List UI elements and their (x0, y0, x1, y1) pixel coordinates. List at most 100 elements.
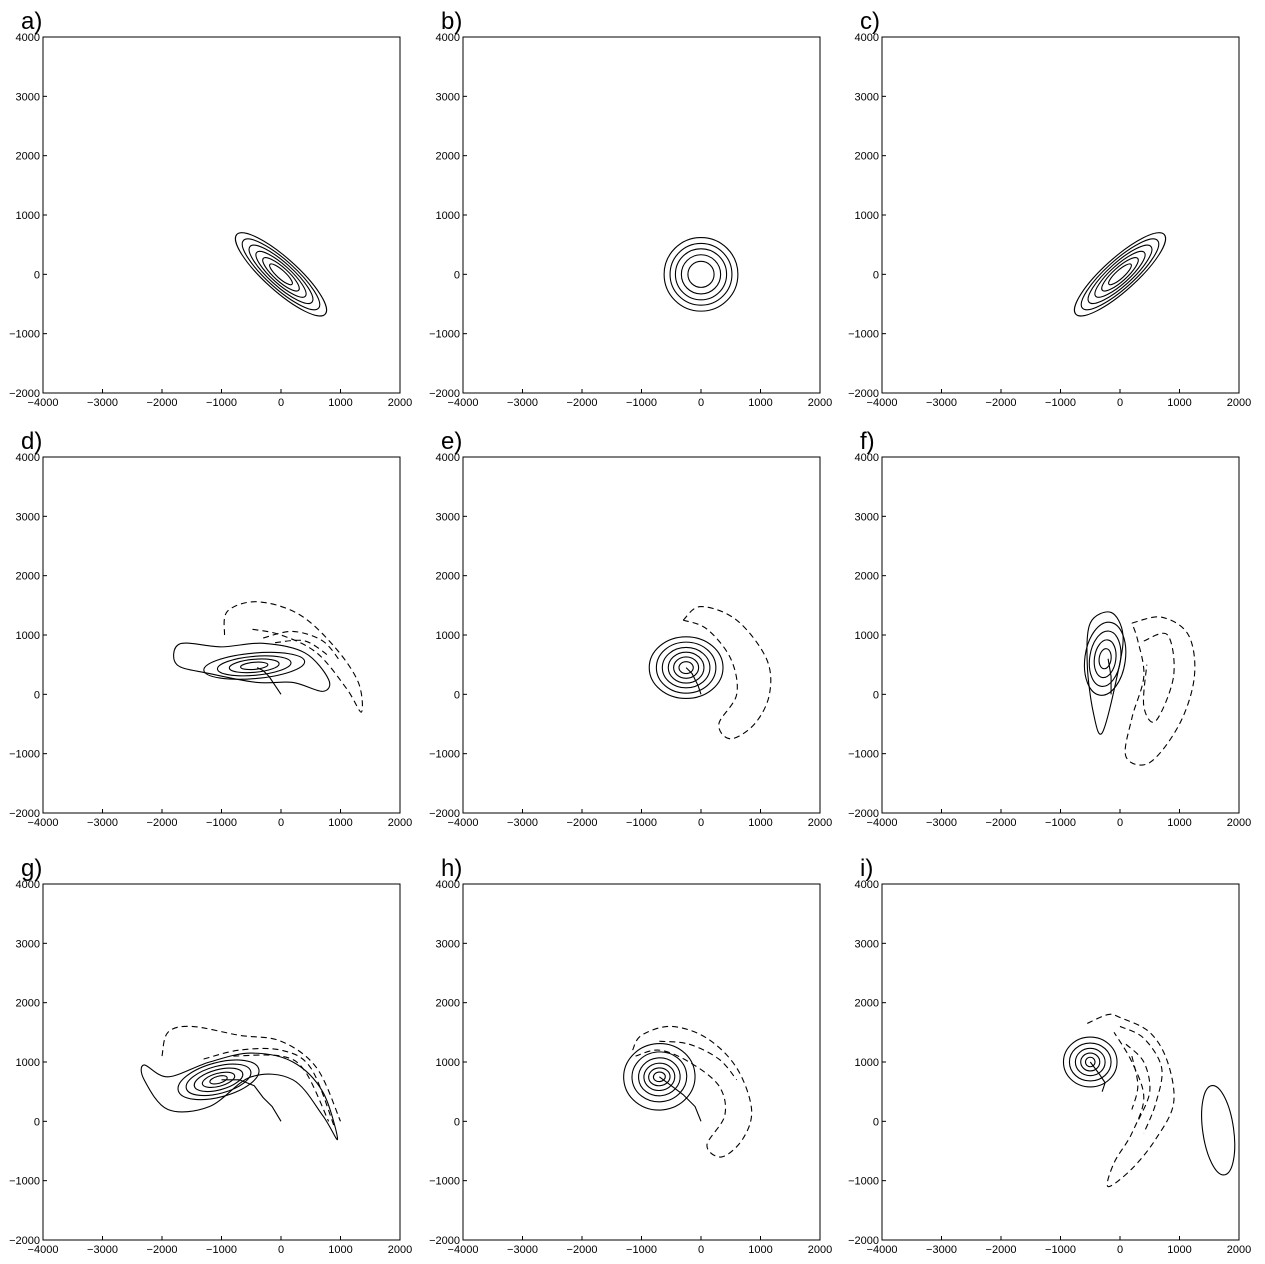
y-tick-label: 2000 (436, 151, 460, 163)
x-tick-label: 1000 (328, 397, 352, 409)
positive-contour (1084, 1056, 1096, 1068)
track-line (221, 1079, 282, 1122)
y-tick-label: 1000 (855, 1057, 879, 1069)
y-tick-label: 4000 (855, 879, 879, 891)
x-tick-label: −1000 (206, 397, 237, 409)
positive-contour (241, 238, 321, 311)
y-tick-label: 3000 (16, 938, 40, 950)
y-tick-label: 1000 (436, 210, 460, 222)
y-tick-label: −1000 (9, 329, 40, 341)
plot-frame (462, 36, 821, 394)
positive-contour (1088, 630, 1122, 687)
x-tick-label: 1000 (748, 1244, 772, 1256)
positive-contour (1074, 1047, 1106, 1077)
x-tick-label: −2000 (986, 1244, 1017, 1256)
y-tick-label: 4000 (16, 452, 40, 464)
y-tick-label: 1000 (855, 210, 879, 222)
x-tick-label: 2000 (388, 1244, 412, 1256)
y-tick-label: 0 (34, 1116, 40, 1128)
y-tick-label: 3000 (436, 938, 460, 950)
x-tick-label: −4000 (28, 397, 59, 409)
y-tick-label: 2000 (855, 571, 879, 583)
plot-frame (881, 36, 1240, 394)
positive-contour (1080, 238, 1160, 311)
y-tick-label: 2000 (855, 151, 879, 163)
x-tick-label: −2000 (567, 817, 598, 829)
positive-contour (1087, 244, 1153, 305)
negative-contour (203, 1047, 336, 1128)
positive-contour (248, 244, 314, 305)
x-tick-label: −3000 (87, 1244, 118, 1256)
y-tick-label: 2000 (16, 571, 40, 583)
positive-contour (216, 655, 292, 677)
x-tick-label: −3000 (507, 817, 538, 829)
panel-label: f) (860, 428, 875, 455)
x-tick-label: −1000 (626, 1244, 657, 1256)
positive-contour (185, 1063, 252, 1097)
y-tick-label: 3000 (855, 938, 879, 950)
positive-contour (140, 1052, 339, 1141)
y-tick-label: 4000 (855, 32, 879, 44)
x-tick-label: 0 (278, 817, 284, 829)
y-tick-label: 3000 (436, 511, 460, 523)
positive-contour (631, 1051, 688, 1103)
x-tick-label: −3000 (87, 817, 118, 829)
panel-label: g) (21, 855, 42, 882)
y-tick-label: −1000 (848, 1176, 879, 1188)
positive-contour (667, 651, 705, 684)
x-tick-label: −1000 (626, 397, 657, 409)
panel-label: c) (860, 8, 880, 35)
positive-contour (173, 642, 331, 692)
x-tick-label: 0 (698, 1244, 704, 1256)
y-tick-label: 3000 (16, 91, 40, 103)
y-tick-label: 1000 (436, 630, 460, 642)
positive-contour (648, 1067, 671, 1087)
x-tick-label: −1000 (1045, 817, 1076, 829)
negative-contour (263, 630, 341, 663)
x-tick-label: 1000 (328, 1244, 352, 1256)
x-tick-label: −1000 (206, 817, 237, 829)
positive-contour (648, 636, 724, 700)
positive-contour (655, 641, 717, 694)
x-tick-label: −3000 (507, 397, 538, 409)
x-tick-label: 2000 (808, 1244, 832, 1256)
x-tick-label: −1000 (206, 1244, 237, 1256)
track-line (1107, 658, 1112, 695)
y-tick-label: 2000 (855, 998, 879, 1010)
y-tick-label: 3000 (436, 91, 460, 103)
positive-contour (1108, 263, 1132, 286)
x-tick-label: −4000 (448, 1244, 479, 1256)
positive-contour (203, 651, 306, 680)
x-tick-label: −1000 (1045, 397, 1076, 409)
negative-contour (1124, 616, 1196, 766)
x-tick-label: −2000 (147, 397, 178, 409)
panel-g: g) −4000 −3000 −2000 −1000 0 1000 2000 −2000 −100… (9, 855, 412, 1256)
positive-contour (209, 1075, 228, 1085)
y-tick-label: 2000 (436, 998, 460, 1010)
positive-contour (661, 646, 711, 689)
positive-contour (643, 1062, 676, 1092)
plot-frame (881, 883, 1240, 1241)
y-tick-label: 4000 (16, 879, 40, 891)
y-tick-label: 0 (454, 269, 460, 281)
positive-contour (1080, 1052, 1101, 1072)
y-tick-label: 2000 (436, 571, 460, 583)
x-tick-label: −4000 (867, 1244, 898, 1256)
positive-contour (262, 257, 300, 292)
x-tick-label: 1000 (748, 397, 772, 409)
y-tick-label: 4000 (855, 452, 879, 464)
y-tick-label: 3000 (855, 511, 879, 523)
panel-c: c) −4000 −3000 −2000 −1000 0 1000 2000 −2000 −100… (848, 8, 1251, 409)
y-tick-label: −1000 (429, 749, 460, 761)
panel-label: h) (441, 855, 462, 882)
y-tick-label: −1000 (429, 329, 460, 341)
positive-contour (1093, 639, 1117, 679)
positive-contour (669, 242, 733, 306)
y-tick-label: 0 (34, 269, 40, 281)
x-tick-label: −3000 (926, 397, 957, 409)
x-tick-label: 1000 (328, 817, 352, 829)
negative-contour (161, 1025, 342, 1122)
plot-frame (462, 883, 821, 1241)
x-tick-label: 1000 (748, 817, 772, 829)
negative-contour (1125, 1043, 1151, 1122)
